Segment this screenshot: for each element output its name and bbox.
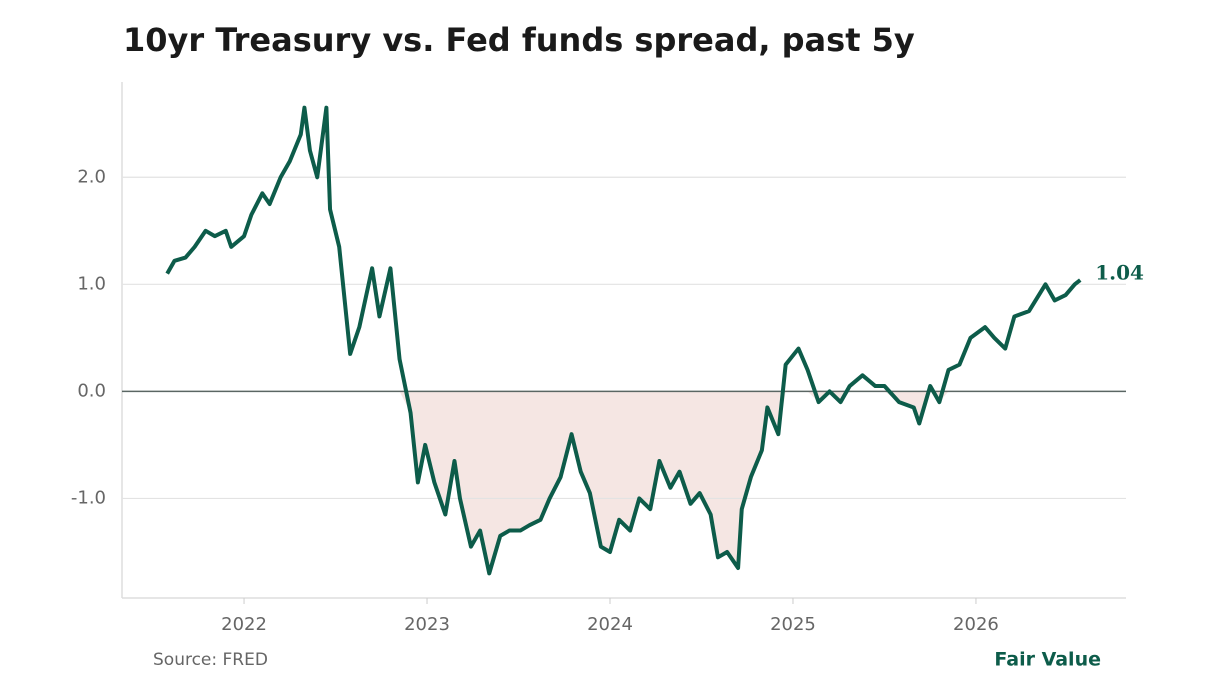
y-tick-label: -1.0 <box>71 487 106 508</box>
brand: Fair Value <box>994 649 1101 671</box>
y-tick-label: 2.0 <box>77 166 106 187</box>
x-tick-label: 2024 <box>587 614 633 635</box>
chart-title: 10yr Treasury vs. Fed funds spread, past… <box>123 21 915 59</box>
source: Source: FRED <box>153 650 268 670</box>
x-tick-label: 2022 <box>221 614 267 635</box>
y-tick-label: 0.0 <box>77 380 106 401</box>
x-tick-label: 2026 <box>953 614 999 635</box>
x-tick-label: 2025 <box>770 614 816 635</box>
y-tick-label: 1.0 <box>77 273 106 294</box>
series-line <box>165 105 1082 576</box>
negative-area <box>167 391 1081 574</box>
last-value-label: 1.04 <box>1095 261 1144 285</box>
x-tick-label: 2023 <box>404 614 450 635</box>
